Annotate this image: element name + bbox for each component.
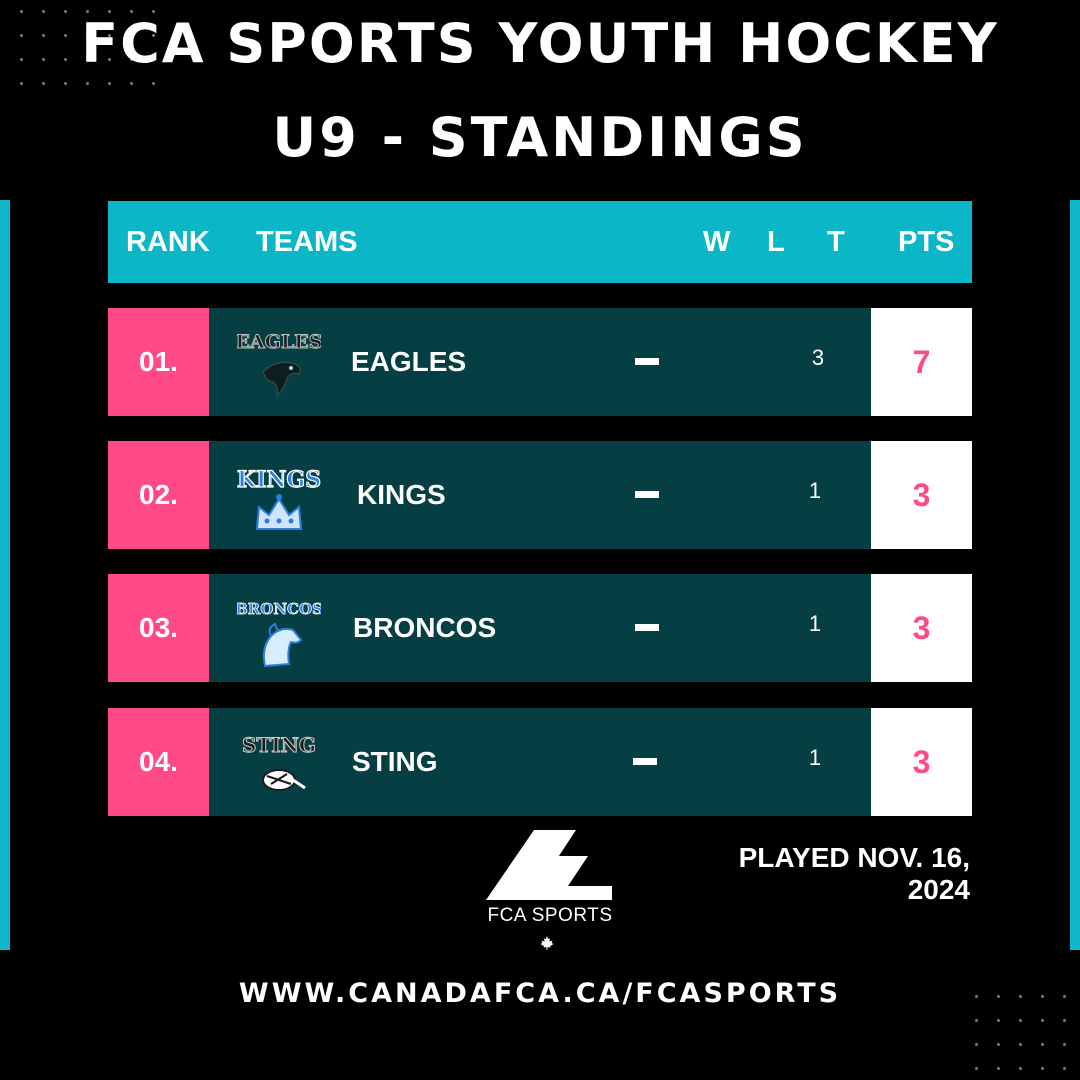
eagles-logo: EAGLES [237,331,321,399]
rank-cell: 04. [108,708,209,816]
header-wins: W [703,226,731,258]
wins-value: 1 [808,478,822,503]
left-accent-bar [0,200,10,950]
dash-separator [633,758,657,765]
points-cell: 3 [871,441,972,549]
fca-sports-logo [486,830,612,900]
header-rank: RANK [126,226,210,258]
rank-cell: 01. [108,308,209,416]
team-cell: EAGLES EAGLES 3 - 1 [209,308,947,416]
team-name: STING [352,746,438,777]
standings-row: 01. EAGLES EAGLES 3 - 1 7 [108,308,972,416]
header-ties: T [827,226,845,258]
maple-leaf-icon [540,936,554,950]
team-cell: BRONCOS BRONCOS 1 2 1 [209,574,938,682]
dot-grid-bottom-right [975,995,1075,1075]
broncos-logo: BRONCOS [237,600,321,668]
header-teams: TEAMS [256,226,358,258]
standings-row: 02. KINGS KINGS 1 2 1 3 [108,441,972,549]
wins-value: 1 [808,611,822,636]
wins-value: 3 [811,345,825,370]
standings-row: 04. STING STING 1 2 1 3 [108,708,972,816]
dash-separator [635,491,659,498]
header-losses: L [767,226,785,258]
sting-logo: STING [241,733,317,791]
logo-text: EAGLES [237,331,321,353]
team-cell: KINGS KINGS 1 2 1 [209,441,938,549]
website-url[interactable]: WWW.CANADAFCA.CA/FCASPORTS [238,978,842,1009]
dash-separator [635,624,659,631]
wins-value: 1 [808,745,822,770]
page-title: FCA SPORTS YOUTH HOCKEY [81,12,999,75]
team-name: KINGS [357,479,446,510]
standings-header: RANK TEAMS W L T PTS [108,201,972,283]
header-points: PTS [898,226,955,258]
logo-text: BRONCOS [237,600,321,618]
logo-text: KINGS [237,467,321,493]
team-cell: STING STING 1 2 1 [209,708,938,816]
page-subtitle: U9 - STANDINGS [272,106,808,169]
points-cell: 3 [871,708,972,816]
team-name: BRONCOS [353,612,497,643]
right-accent-bar [1070,200,1080,950]
standings-row: 03. BRONCOS BRONCOS 1 2 1 3 [108,574,972,682]
dash-separator [635,358,659,365]
points-cell: 3 [871,574,972,682]
kings-logo: KINGS [237,466,321,530]
rank-cell: 02. [108,441,209,549]
played-date: PLAYED NOV. 16, 2024 [738,842,970,905]
points-cell: 7 [871,308,972,416]
team-name: EAGLES [351,346,467,377]
dot-grid-top-left [20,10,180,90]
brand-name: FCA SPORTS [487,905,613,926]
logo-text: STING [242,733,316,757]
rank-cell: 03. [108,574,209,682]
